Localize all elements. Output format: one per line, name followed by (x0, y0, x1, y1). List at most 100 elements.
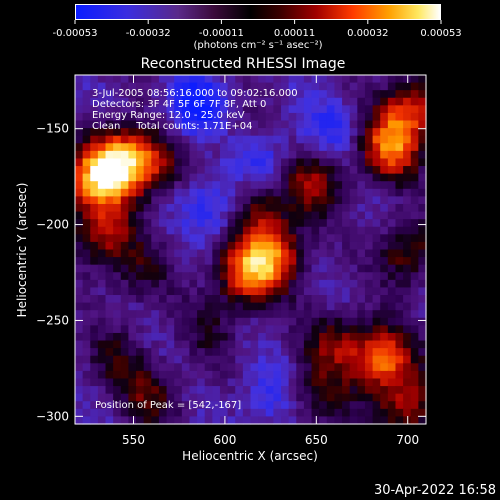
heatmap-cell (364, 348, 374, 357)
heatmap-cell (250, 181, 259, 190)
heatmap-cell (326, 196, 336, 205)
heatmap-cell (288, 401, 297, 410)
heatmap-cell (403, 279, 412, 289)
heatmap-cell (82, 173, 91, 182)
heatmap-cell (227, 128, 236, 137)
heatmap-cell (189, 332, 198, 342)
heatmap-cell (326, 105, 336, 114)
heatmap-cell (265, 317, 274, 326)
heatmap-cell (403, 264, 412, 273)
heatmap-cell (334, 90, 343, 99)
heatmap-cell (418, 211, 427, 220)
heatmap-cell (158, 181, 168, 190)
heatmap-cell (265, 302, 274, 311)
heatmap-cell (380, 135, 389, 144)
heatmap-cell (143, 158, 152, 167)
heatmap-cell (242, 295, 252, 304)
heatmap-cell (197, 75, 206, 84)
heatmap-cell (311, 90, 320, 99)
heatmap-cell (250, 325, 259, 334)
heatmap-cell (364, 264, 374, 273)
info-block: 3-Jul-2005 08:56:16.000 to 09:02:16.000 … (92, 88, 298, 132)
heatmap-cell (395, 128, 404, 137)
heatmap-cell (219, 219, 229, 228)
heatmap-cell (105, 257, 114, 266)
heatmap-cell (372, 370, 381, 380)
heatmap-cell (97, 166, 107, 175)
heatmap-cell (212, 302, 221, 311)
heatmap-cell (212, 355, 221, 364)
heatmap-cell (372, 287, 381, 296)
heatmap-cell (143, 241, 152, 251)
heatmap-cell (403, 234, 412, 243)
x-tick-label: 550 (122, 433, 145, 447)
heatmap-cell (90, 310, 99, 319)
heatmap-cell (242, 287, 252, 296)
heatmap-cell (364, 181, 374, 190)
heatmap-cell (418, 272, 427, 281)
heatmap-cell (319, 295, 328, 304)
heatmap-cell (120, 196, 130, 205)
heatmap-cell (372, 386, 381, 395)
heatmap-cell (181, 150, 191, 160)
heatmap-cell (319, 340, 328, 349)
heatmap-cell (105, 97, 114, 106)
heatmap-cell (250, 120, 259, 129)
heatmap-cell (273, 234, 282, 243)
heatmap-cell (181, 128, 191, 137)
heatmap-cell (75, 158, 84, 167)
heatmap-cell (75, 332, 84, 342)
heatmap-cell (258, 82, 267, 91)
heatmap-cell (143, 340, 152, 349)
heatmap-cell (113, 158, 122, 167)
heatmap-cell (105, 181, 114, 190)
heatmap-cell (219, 408, 229, 418)
heatmap-cell (380, 112, 389, 122)
heatmap-cell (380, 82, 389, 91)
heatmap-cell (219, 97, 229, 106)
heatmap-cell (75, 355, 84, 364)
heatmap-cell (372, 393, 381, 402)
heatmap-cell (158, 386, 168, 395)
heatmap-cell (288, 355, 297, 364)
heatmap-cell (372, 150, 381, 160)
heatmap-cell (410, 257, 419, 266)
heatmap-cell (403, 97, 412, 106)
heatmap-cell (204, 90, 213, 99)
heatmap-cell (334, 302, 343, 311)
heatmap-cell (120, 188, 130, 197)
heatmap-cell (212, 226, 221, 235)
heatmap-cell (158, 234, 168, 243)
heatmap-cell (311, 173, 320, 182)
heatmap-cell (303, 249, 313, 258)
heatmap-cell (174, 355, 183, 364)
heatmap-cell (349, 264, 358, 273)
heatmap-cell (128, 75, 137, 84)
heatmap-cell (143, 97, 152, 106)
heatmap-cell (166, 112, 175, 122)
heatmap-cell (189, 82, 198, 91)
heatmap-cell (357, 241, 366, 251)
heatmap-cell (128, 196, 137, 205)
heatmap-cell (303, 75, 313, 84)
heatmap-cell (174, 203, 183, 213)
heatmap-cell (151, 287, 160, 296)
heatmap-cell (197, 219, 206, 228)
heatmap-cell (380, 188, 389, 197)
heatmap-cell (380, 120, 389, 129)
heatmap-cell (403, 325, 412, 334)
heatmap-cell (364, 112, 374, 122)
heatmap-cell (265, 226, 274, 235)
heatmap-cell (265, 234, 274, 243)
heatmap-cell (326, 181, 336, 190)
heatmap-cell (410, 203, 419, 213)
heatmap-cell (273, 310, 282, 319)
heatmap-cell (410, 363, 419, 372)
heatmap-cell (326, 325, 336, 334)
heatmap-cell (105, 219, 114, 228)
heatmap-cell (235, 370, 244, 380)
heatmap-cell (227, 120, 236, 129)
heatmap-cell (372, 128, 381, 137)
heatmap-cell (128, 203, 137, 213)
heatmap-cell (75, 188, 84, 197)
